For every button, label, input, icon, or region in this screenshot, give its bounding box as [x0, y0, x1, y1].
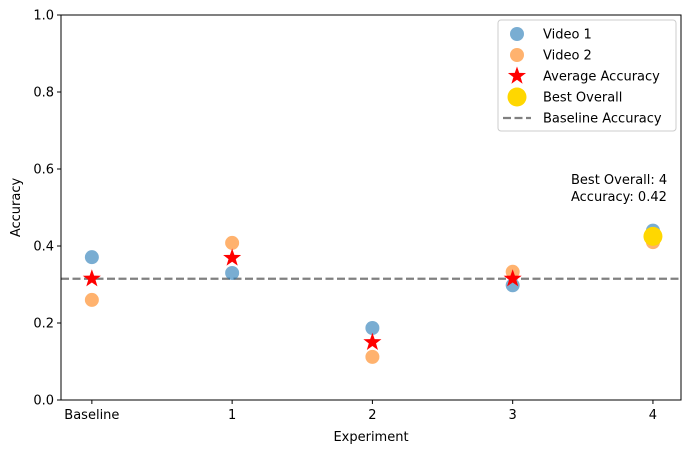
- video-2-point: [84, 292, 99, 307]
- x-tick-label: 1: [228, 408, 236, 423]
- legend-label-average-accuracy: Average Accuracy: [543, 70, 660, 85]
- legend-label-video-2: Video 2: [543, 49, 592, 64]
- legend: Video 1 Video 2 Average Accuracy Best Ov…: [497, 19, 677, 132]
- average-accuracy-point: [363, 332, 382, 350]
- annotation-accuracy: Accuracy: 0.42: [571, 190, 667, 205]
- y-tick-label: 0.2: [33, 317, 54, 332]
- video-1-point: [225, 265, 240, 280]
- y-tick-label: 0.6: [33, 163, 54, 178]
- x-axis-label: Experiment: [333, 430, 408, 445]
- x-tick-label: 2: [368, 408, 376, 423]
- x-tick-label: 3: [509, 408, 517, 423]
- video-1-point: [84, 250, 99, 265]
- x-axis-ticks: Baseline 1 2 3 4: [64, 400, 657, 423]
- legend-label-baseline-accuracy: Baseline Accuracy: [543, 112, 662, 127]
- best-overall-point: [643, 226, 663, 246]
- data-points: [82, 223, 663, 364]
- video-2-point: [225, 235, 240, 250]
- y-axis-label: Accuracy: [9, 178, 24, 238]
- y-tick-label: 0.8: [33, 86, 54, 101]
- average-accuracy-point: [82, 269, 101, 287]
- legend-box: [497, 19, 677, 132]
- y-tick-label: 1.0: [33, 9, 54, 24]
- legend-marker-video-1: [510, 27, 524, 41]
- x-tick-label: Baseline: [64, 408, 119, 423]
- y-tick-label: 0.0: [33, 394, 54, 409]
- annotation-best-overall: Best Overall: 4: [571, 173, 667, 188]
- y-axis-ticks: 0.0 0.2 0.4 0.6 0.8 1.0: [33, 9, 61, 409]
- video-2-point: [365, 349, 380, 364]
- legend-marker-video-2: [510, 48, 524, 62]
- average-accuracy-point: [223, 248, 242, 266]
- legend-label-video-1: Video 1: [543, 28, 592, 43]
- average-accuracy-point: [503, 269, 522, 287]
- legend-marker-average-accuracy: [507, 66, 527, 84]
- y-tick-label: 0.4: [33, 240, 54, 255]
- plot-frame: [60, 14, 682, 401]
- x-tick-label: 4: [649, 408, 657, 423]
- legend-label-best-overall: Best Overall: [543, 91, 622, 106]
- video-1-point: [365, 321, 380, 336]
- legend-marker-best-overall: [507, 87, 527, 107]
